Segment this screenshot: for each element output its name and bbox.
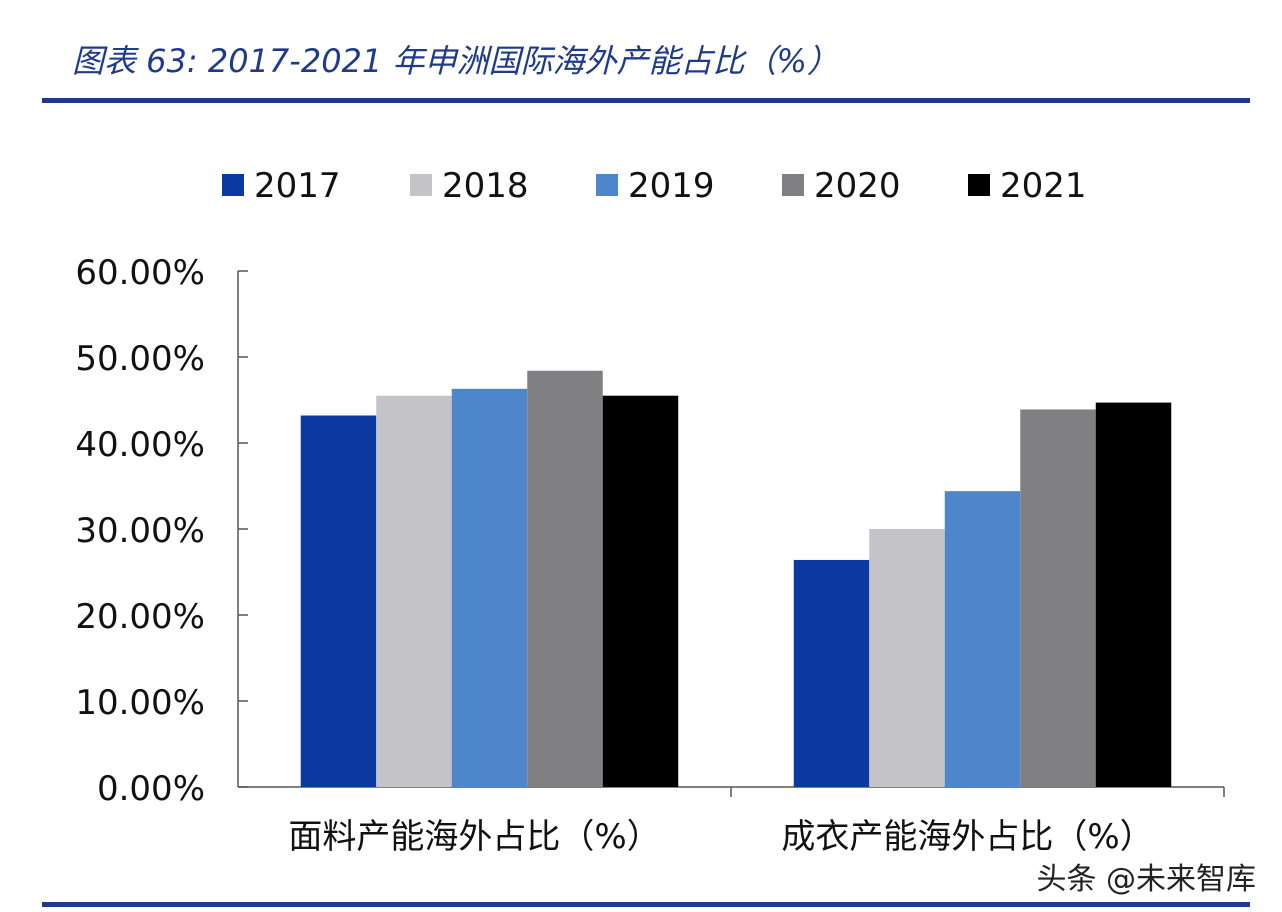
y-tick-label: 20.00%	[75, 597, 205, 637]
bar-2021-cat0	[602, 395, 679, 787]
bar-2021-cat1	[1095, 402, 1172, 787]
legend-label-2019: 2019	[628, 166, 715, 206]
legend-swatch-2017	[222, 174, 244, 196]
legend-swatch-2021	[968, 174, 990, 196]
bottom-rule	[42, 902, 1250, 907]
legend-swatch-2020	[782, 174, 804, 196]
bar-2020-cat0	[527, 370, 603, 787]
bar-2019-cat0	[451, 388, 528, 787]
bar-2018-cat0	[376, 395, 452, 787]
bar-2017-cat1	[793, 559, 870, 787]
chart-title: 图表 63: 2017-2021 年申洲国际海外产能占比（%）	[72, 42, 839, 80]
legend-label-2018: 2018	[442, 166, 529, 206]
y-tick-label: 0.00%	[97, 769, 205, 809]
y-tick-label: 50.00%	[75, 339, 205, 379]
bar-2020-cat1	[1020, 409, 1096, 787]
bar-2018-cat1	[869, 529, 945, 787]
legend-label-2020: 2020	[814, 166, 901, 206]
legend-swatch-2018	[410, 174, 432, 196]
x-category-label: 成衣产能海外占比（%）	[781, 817, 1153, 857]
y-tick-label: 60.00%	[75, 253, 205, 293]
watermark: 头条 @未来智库	[1036, 862, 1256, 897]
y-tick-label: 40.00%	[75, 425, 205, 465]
bar-2019-cat1	[944, 491, 1021, 787]
y-tick-label: 10.00%	[75, 683, 205, 723]
x-category-label: 面料产能海外占比（%）	[288, 817, 660, 857]
y-tick-label: 30.00%	[75, 511, 205, 551]
legend-label-2017: 2017	[254, 166, 341, 206]
bar-2017-cat0	[300, 415, 377, 787]
legend-label-2021: 2021	[1000, 166, 1087, 206]
top-rule	[42, 98, 1250, 103]
legend-swatch-2019	[596, 174, 618, 196]
